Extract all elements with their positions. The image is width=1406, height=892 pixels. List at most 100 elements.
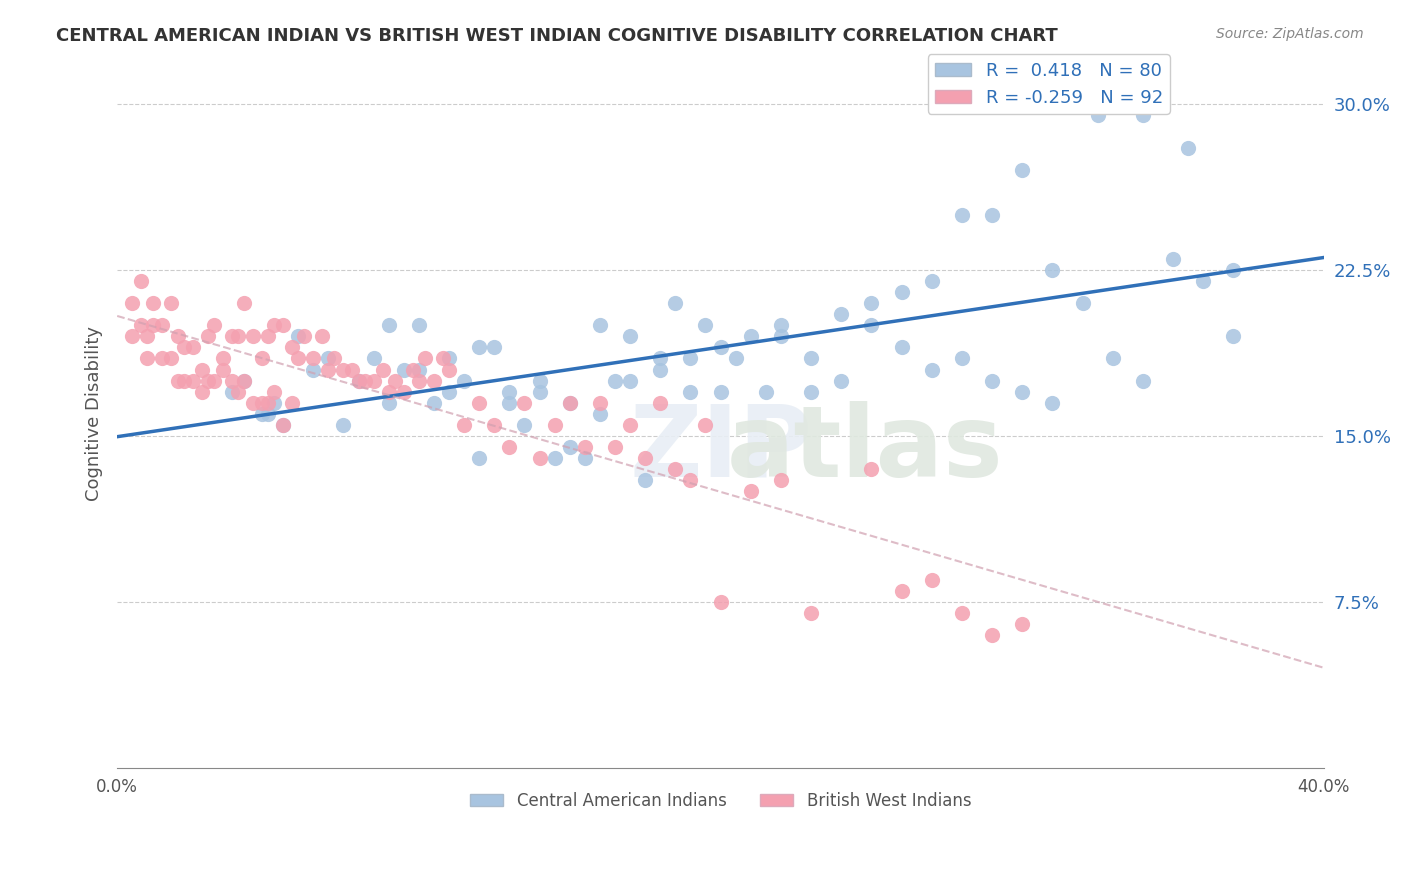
Point bbox=[724, 351, 747, 366]
Point bbox=[136, 351, 159, 366]
Point bbox=[131, 318, 153, 333]
Point bbox=[250, 407, 273, 421]
Point bbox=[890, 340, 912, 354]
Point bbox=[603, 374, 626, 388]
Point bbox=[740, 329, 762, 343]
Point bbox=[202, 318, 225, 333]
Point bbox=[190, 362, 212, 376]
Point bbox=[860, 462, 883, 476]
Point bbox=[1101, 351, 1123, 366]
Point bbox=[408, 374, 430, 388]
Point bbox=[1042, 395, 1064, 409]
Point bbox=[981, 208, 1004, 222]
Text: Source: ZipAtlas.com: Source: ZipAtlas.com bbox=[1216, 27, 1364, 41]
Point bbox=[311, 329, 333, 343]
Point bbox=[173, 340, 195, 354]
Point bbox=[769, 329, 792, 343]
Point bbox=[589, 407, 612, 421]
Point bbox=[453, 417, 475, 432]
Point bbox=[281, 340, 304, 354]
Point bbox=[860, 318, 883, 333]
Point bbox=[347, 374, 370, 388]
Point bbox=[574, 451, 596, 466]
Point bbox=[392, 362, 415, 376]
Point bbox=[619, 417, 641, 432]
Point bbox=[142, 318, 165, 333]
Point bbox=[634, 451, 657, 466]
Point bbox=[377, 384, 399, 399]
Text: CENTRAL AMERICAN INDIAN VS BRITISH WEST INDIAN COGNITIVE DISABILITY CORRELATION : CENTRAL AMERICAN INDIAN VS BRITISH WEST … bbox=[56, 27, 1057, 45]
Point bbox=[437, 384, 460, 399]
Point bbox=[257, 395, 280, 409]
Point bbox=[860, 296, 883, 310]
Point bbox=[468, 340, 491, 354]
Point bbox=[558, 395, 581, 409]
Point bbox=[740, 484, 762, 499]
Point bbox=[226, 329, 249, 343]
Point bbox=[1011, 163, 1033, 178]
Point bbox=[1042, 263, 1064, 277]
Point bbox=[709, 340, 731, 354]
Point bbox=[619, 329, 641, 343]
Point bbox=[160, 296, 183, 310]
Point bbox=[211, 362, 233, 376]
Point bbox=[981, 628, 1004, 642]
Point bbox=[136, 329, 159, 343]
Point bbox=[271, 417, 294, 432]
Point bbox=[453, 374, 475, 388]
Point bbox=[529, 384, 551, 399]
Point bbox=[363, 351, 385, 366]
Point bbox=[152, 318, 174, 333]
Point bbox=[1192, 274, 1215, 288]
Point bbox=[323, 351, 346, 366]
Point bbox=[950, 208, 973, 222]
Point bbox=[437, 351, 460, 366]
Point bbox=[679, 351, 702, 366]
Point bbox=[263, 395, 285, 409]
Point bbox=[221, 329, 243, 343]
Point bbox=[709, 384, 731, 399]
Point bbox=[202, 374, 225, 388]
Point bbox=[634, 473, 657, 487]
Point bbox=[226, 384, 249, 399]
Point bbox=[181, 340, 204, 354]
Point bbox=[221, 384, 243, 399]
Point bbox=[263, 384, 285, 399]
Point bbox=[371, 362, 394, 376]
Point bbox=[302, 362, 325, 376]
Point bbox=[392, 384, 415, 399]
Point bbox=[332, 417, 354, 432]
Point bbox=[318, 351, 340, 366]
Point bbox=[800, 606, 823, 620]
Point bbox=[664, 462, 686, 476]
Point bbox=[558, 395, 581, 409]
Point bbox=[619, 374, 641, 388]
Point bbox=[664, 296, 686, 310]
Point bbox=[830, 307, 852, 321]
Point bbox=[242, 395, 264, 409]
Point bbox=[921, 274, 943, 288]
Point bbox=[1177, 141, 1199, 155]
Point bbox=[1222, 263, 1244, 277]
Point bbox=[679, 473, 702, 487]
Point bbox=[121, 329, 143, 343]
Point bbox=[332, 362, 354, 376]
Point bbox=[271, 417, 294, 432]
Point bbox=[589, 395, 612, 409]
Point bbox=[574, 440, 596, 454]
Point bbox=[1132, 374, 1154, 388]
Legend: Central American Indians, British West Indians: Central American Indians, British West I… bbox=[464, 785, 977, 816]
Point bbox=[1222, 329, 1244, 343]
Point bbox=[1087, 108, 1109, 122]
Point bbox=[890, 285, 912, 299]
Point bbox=[190, 384, 212, 399]
Point bbox=[950, 351, 973, 366]
Point bbox=[221, 374, 243, 388]
Point bbox=[498, 395, 520, 409]
Point bbox=[160, 351, 183, 366]
Point bbox=[121, 296, 143, 310]
Text: ZIP: ZIP bbox=[628, 401, 813, 498]
Point bbox=[558, 440, 581, 454]
Point bbox=[800, 384, 823, 399]
Y-axis label: Cognitive Disability: Cognitive Disability bbox=[86, 326, 103, 501]
